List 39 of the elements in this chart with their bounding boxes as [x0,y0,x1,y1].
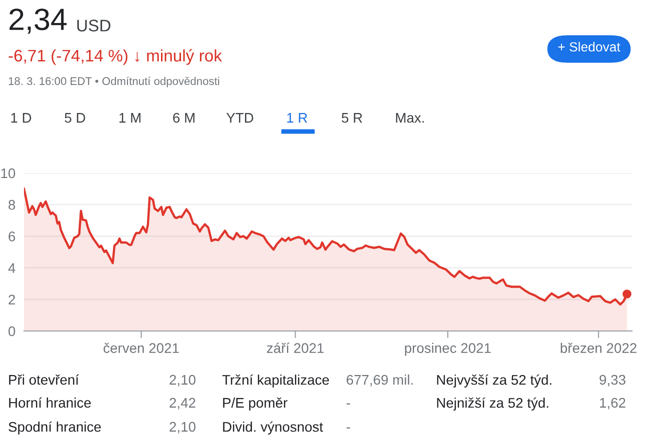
text: 18. 3. 16:00 EDT • Odmítnutí odpovědnosti [8,76,220,88]
y-tick-label: 2 [8,294,15,304]
text: Divid. výnosnost [223,421,324,435]
text: 2,42 [170,398,196,410]
text: Spodní hranice [8,421,101,435]
text: 1 R [287,113,308,123]
text: Tržní kapitalizace [222,374,329,388]
y-tick-label: 10 [1,168,16,178]
text: 5 D [64,113,86,123]
text: 2,34 [10,8,67,34]
x-tick-label: září 2021 [266,342,324,354]
text: 1,62 [600,398,626,410]
text: Max. [396,113,424,123]
text: 1 D [11,113,32,123]
text: Nejvyšší za 52 týd. [437,374,552,388]
text: 2,10 [170,422,196,434]
text: Při otevření [9,374,79,385]
y-tick-label: 6 [8,232,16,242]
text: YTD [226,113,254,123]
text: Nejnižší za 52 týd. [437,397,548,411]
y-tick-label: 4 [8,263,16,273]
x-tick-label: červen 2021 [104,342,179,354]
text: 9,33 [600,374,626,386]
x-tick-label: březen 2022 [560,342,636,354]
text: + Sledovat [558,42,620,52]
text: - [346,427,350,428]
text: 5 R [342,113,362,123]
y-tick-label: 0 [8,326,16,336]
text: 6 M [173,112,194,123]
text: Horní hranice [9,397,91,408]
text: - [346,403,350,404]
text: 677,69 mil. [346,374,413,386]
y-tick-label: 8 [8,200,16,210]
text: 1 M [119,113,140,123]
x-tick-label: prosinec 2021 [405,342,491,356]
text: 2,10 [170,374,196,386]
text: -6,71 (-74,14 %) ↓ minulý rok [8,49,222,65]
text: P/E poměr [223,398,288,410]
text: USD [77,20,110,32]
